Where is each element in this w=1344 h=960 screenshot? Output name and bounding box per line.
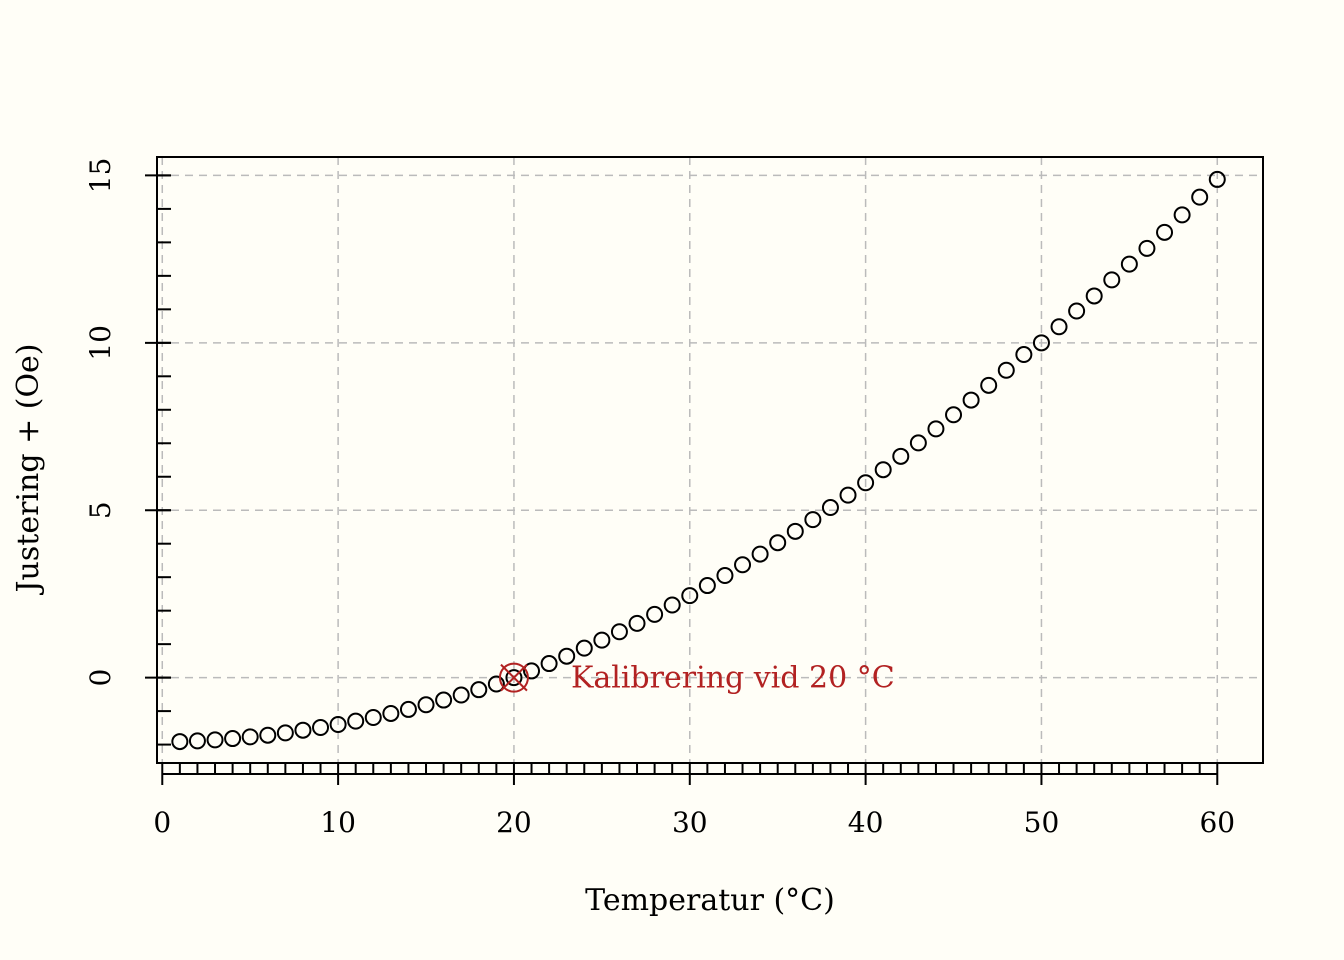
data-point	[681, 587, 699, 605]
data-point	[945, 406, 963, 424]
x-axis-title: Temperatur (°C)	[585, 883, 835, 918]
calibration-annotation: Kalibrering vid 20 °C	[498, 661, 895, 696]
data-point	[1138, 239, 1156, 257]
data-point	[628, 614, 646, 632]
data-point	[980, 376, 998, 394]
data-point	[734, 556, 752, 574]
data-point	[364, 708, 382, 726]
data-point	[1032, 334, 1050, 352]
data-point	[435, 691, 453, 709]
data-point	[646, 605, 664, 623]
data-point	[821, 499, 839, 517]
data-point	[470, 681, 488, 699]
data-point	[839, 486, 857, 504]
x-tick-label: 30	[672, 806, 708, 839]
data-point	[663, 596, 681, 614]
y-tick-label: 15	[84, 158, 117, 194]
y-tick-label: 0	[84, 669, 117, 687]
data-point	[997, 361, 1015, 379]
calibration-marker-circle	[498, 662, 529, 693]
y-tick-label: 5	[84, 501, 117, 519]
data-point	[1015, 346, 1033, 364]
calibration-label: Kalibrering vid 20 °C	[571, 661, 895, 696]
y-axis-title: Justering + (Oe)	[11, 344, 46, 596]
x-tick-label: 40	[848, 806, 884, 839]
data-point	[224, 730, 242, 748]
data-point	[452, 686, 470, 704]
x-tick-label: 60	[1199, 806, 1235, 839]
data-point	[927, 420, 945, 438]
data-point	[276, 724, 294, 742]
data-point	[294, 721, 312, 739]
data-points	[171, 170, 1226, 751]
data-point	[892, 447, 910, 465]
x-tick-label: 10	[320, 806, 356, 839]
x-tick-label: 50	[1024, 806, 1060, 839]
y-axis: 0 5 10 15	[84, 158, 171, 746]
data-point	[874, 461, 892, 479]
data-point	[1050, 318, 1068, 336]
grid-lines	[157, 157, 1263, 763]
data-point	[171, 733, 189, 751]
data-point	[1173, 206, 1191, 224]
data-point	[1068, 302, 1086, 320]
x-axis: 0 10 20 30 40 50 60	[153, 763, 1235, 839]
data-point	[575, 639, 593, 657]
data-point	[523, 662, 541, 680]
data-point	[804, 511, 822, 529]
data-point	[1085, 287, 1103, 305]
data-point	[786, 522, 804, 540]
plot-frame	[156, 156, 1264, 764]
x-tick-label: 20	[496, 806, 532, 839]
data-point	[558, 647, 576, 665]
data-point	[505, 669, 523, 687]
data-point	[909, 434, 927, 452]
data-point	[716, 567, 734, 585]
data-point	[593, 631, 611, 649]
data-point	[399, 700, 417, 718]
data-point	[962, 391, 980, 409]
data-point	[540, 655, 558, 673]
data-point	[259, 726, 277, 744]
data-point	[1120, 255, 1138, 273]
data-point	[188, 732, 206, 750]
data-point	[312, 719, 330, 737]
data-point	[1208, 170, 1226, 188]
calibration-marker-cross-b	[500, 663, 528, 692]
data-point	[417, 696, 435, 714]
data-point	[347, 712, 365, 730]
y-tick-label: 10	[84, 325, 117, 361]
data-point	[857, 474, 875, 492]
data-point	[610, 623, 628, 641]
data-point	[1103, 271, 1121, 289]
data-point	[698, 577, 716, 595]
data-point	[241, 728, 259, 746]
data-point	[329, 715, 347, 733]
data-point	[1156, 223, 1174, 241]
data-point	[206, 731, 224, 749]
x-tick-label: 0	[153, 806, 171, 839]
data-point	[1191, 188, 1209, 206]
data-point	[487, 675, 505, 693]
data-point	[382, 704, 400, 722]
data-point	[751, 545, 769, 563]
data-point	[769, 534, 787, 552]
